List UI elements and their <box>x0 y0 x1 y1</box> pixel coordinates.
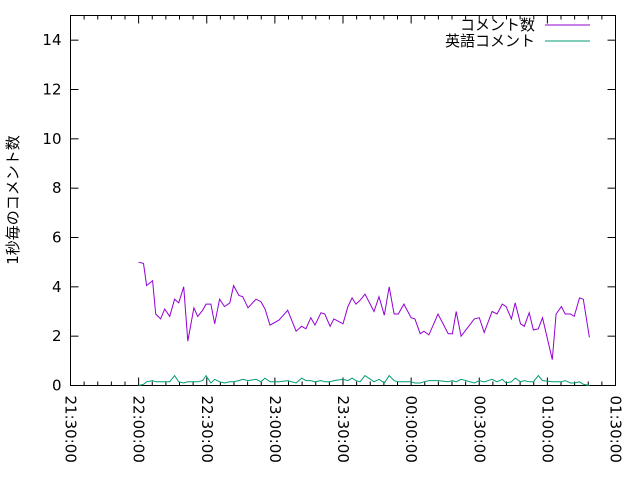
x-tick-label: 23:30:00 <box>334 396 352 463</box>
x-tick-label: 00:30:00 <box>470 396 488 463</box>
x-tick-label: 00:00:00 <box>402 396 420 463</box>
x-tick-label: 21:30:00 <box>62 396 80 463</box>
y-tick-label: 0 <box>52 377 62 395</box>
y-tick-label: 8 <box>52 179 62 197</box>
x-tick-label: 01:30:00 <box>607 396 625 463</box>
series-line-1 <box>138 374 590 386</box>
y-tick-label: 6 <box>52 229 62 247</box>
y-tick-label: 14 <box>42 31 61 49</box>
y-tick-label: 4 <box>52 278 62 296</box>
y-axis-label: 1秒毎のコメント数 <box>4 135 22 265</box>
x-tick-label: 01:00:00 <box>538 396 556 463</box>
series-line-0 <box>138 261 590 360</box>
x-tick-label: 23:00:00 <box>266 396 284 463</box>
y-tick-label: 12 <box>42 81 61 99</box>
x-tick-label: 22:00:00 <box>130 396 148 463</box>
y-tick-label: 2 <box>52 327 62 345</box>
legend-label-0: コメント数 <box>460 16 535 34</box>
legend: コメント数 英語コメント <box>445 16 590 50</box>
x-tick-label: 22:30:00 <box>198 396 216 463</box>
legend-label-1: 英語コメント <box>445 32 535 50</box>
y-tick-label: 10 <box>42 130 61 148</box>
